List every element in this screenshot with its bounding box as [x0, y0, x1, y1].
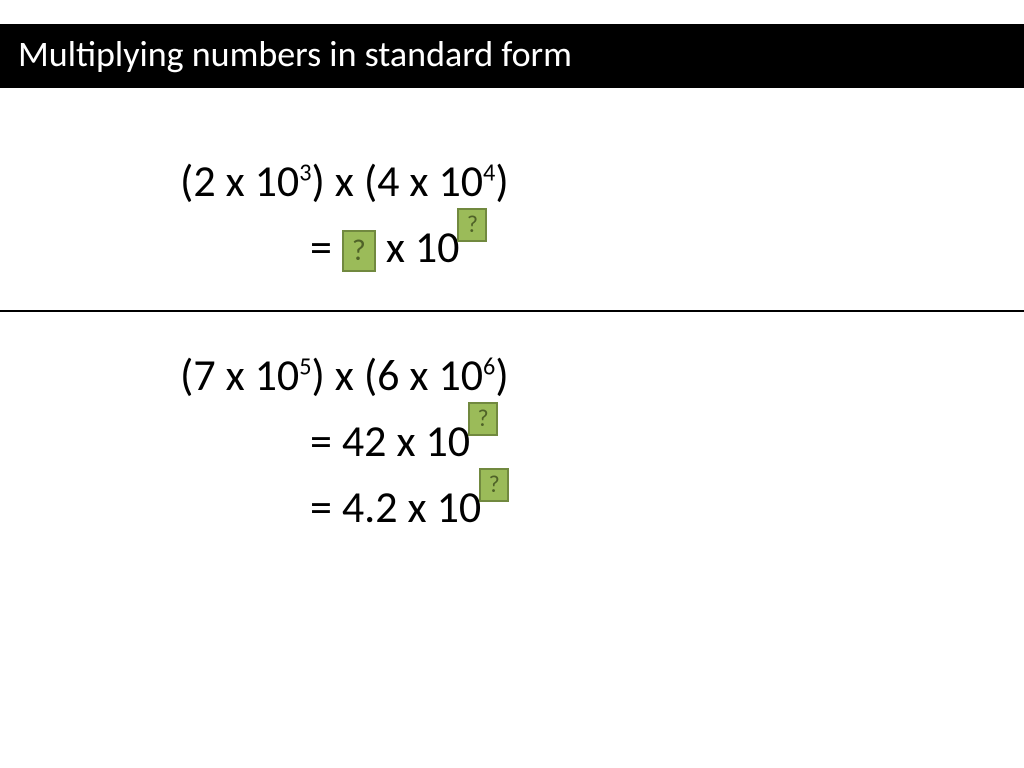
p1-a-coef: 2: [193, 154, 215, 208]
p2-s2-base: 10: [437, 480, 482, 534]
p2-s1-coef: 42: [342, 414, 387, 468]
p2-s1-base: 10: [425, 414, 470, 468]
p1-b-base: 10: [438, 154, 483, 208]
slide-title-bar: Multiplying numbers in standard form: [0, 24, 1024, 88]
times: x: [226, 348, 245, 402]
slide-title: Multiplying numbers in standard form: [18, 32, 572, 76]
problem-2-step1: = 42 x 10?: [180, 408, 1024, 474]
problem-1: (2 x 103) x (4 x 104) = ? x 10?: [180, 88, 1024, 310]
answer-box-exp[interactable]: ?: [479, 468, 509, 502]
p2-b-exp: 6: [483, 352, 495, 381]
rparen: ): [495, 348, 508, 402]
rparen: ): [495, 154, 508, 208]
lparen: (: [364, 154, 377, 208]
answer-box-exp[interactable]: ?: [457, 208, 487, 242]
rparen: ): [312, 154, 325, 208]
times: x: [226, 154, 245, 208]
answer-box-coef[interactable]: ?: [342, 230, 376, 272]
p2-a-exp: 5: [299, 352, 311, 381]
answer-box-exp[interactable]: ?: [468, 402, 498, 436]
rparen: ): [312, 348, 325, 402]
p2-a-base: 10: [255, 348, 300, 402]
times: x: [409, 154, 428, 208]
problem-2-expression: (7 x 105) x (6 x 106): [180, 342, 1024, 408]
p2-b-coef: 6: [377, 348, 399, 402]
times: x: [335, 348, 354, 402]
p1-b-coef: 4: [377, 154, 399, 208]
problem-1-answer: = ? x 10?: [180, 214, 1024, 280]
p2-s2-coef: 4.2: [342, 480, 398, 534]
problem-1-expression: (2 x 103) x (4 x 104): [180, 148, 1024, 214]
p1-a-exp: 3: [299, 158, 311, 187]
p2-b-base: 10: [438, 348, 483, 402]
content-area: (2 x 103) x (4 x 104) = ? x 10?: [0, 88, 1024, 310]
times: x: [335, 154, 354, 208]
times: x: [396, 414, 415, 468]
top-gap: [0, 0, 1024, 24]
problem-2: (7 x 105) x (6 x 106) = 42 x 10? = 4.2 x…: [180, 312, 1024, 540]
p2-a-coef: 7: [193, 348, 215, 402]
problem-2-step2: = 4.2 x 10?: [180, 474, 1024, 540]
p1-ans-base: 10: [415, 220, 460, 274]
content-area-2: (7 x 105) x (6 x 106) = 42 x 10? = 4.2 x…: [0, 312, 1024, 540]
lparen: (: [180, 348, 193, 402]
equals: =: [310, 220, 332, 274]
p1-b-exp: 4: [483, 158, 495, 187]
times: x: [386, 220, 405, 274]
equals: =: [310, 480, 332, 534]
lparen: (: [180, 154, 193, 208]
times: x: [408, 480, 427, 534]
lparen: (: [364, 348, 377, 402]
times: x: [409, 348, 428, 402]
p1-a-base: 10: [255, 154, 300, 208]
equals: =: [310, 414, 332, 468]
